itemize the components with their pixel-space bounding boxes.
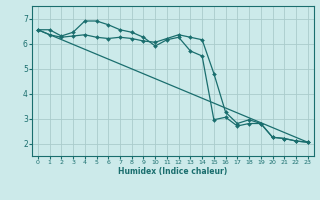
X-axis label: Humidex (Indice chaleur): Humidex (Indice chaleur) xyxy=(118,167,228,176)
